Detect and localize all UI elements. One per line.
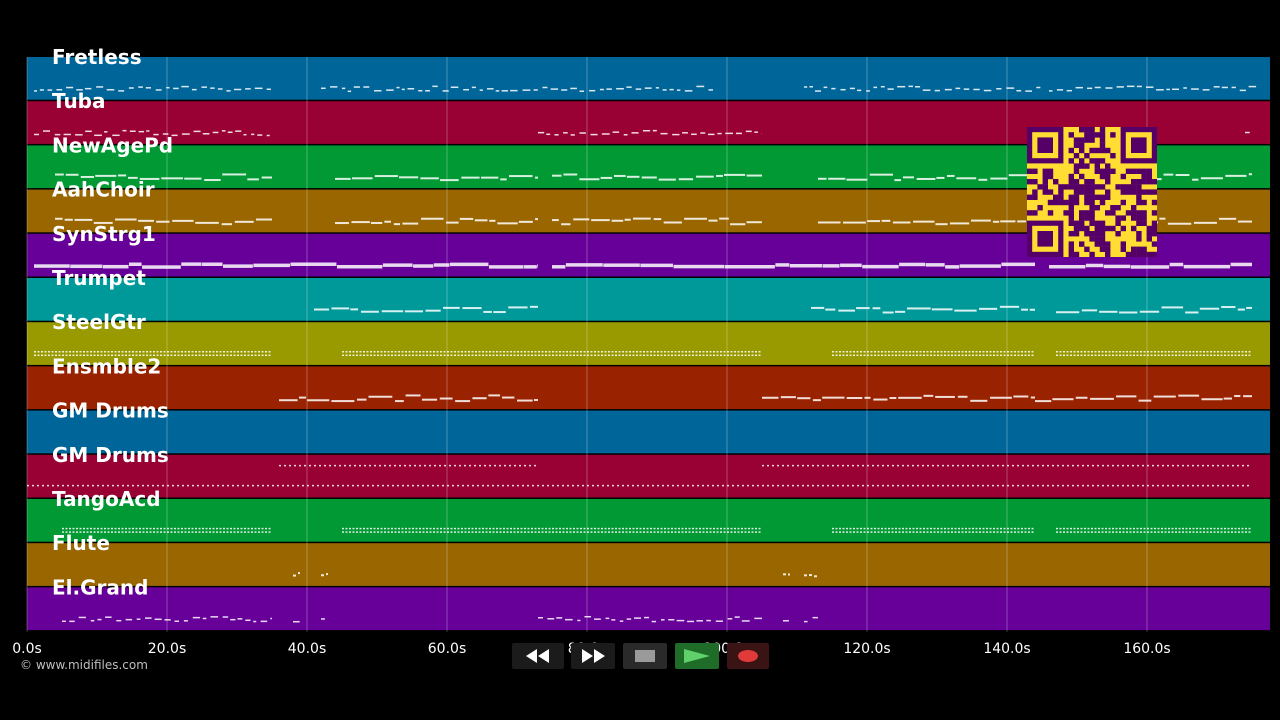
note-segment	[342, 527, 761, 533]
note-segment	[314, 305, 538, 314]
credit-text: © www.midifiles.com	[20, 658, 148, 672]
note-segment	[1056, 527, 1251, 533]
track-label: Flute	[52, 531, 110, 555]
track-lane	[27, 499, 1270, 542]
track-lane	[27, 454, 1270, 498]
track-lane	[27, 322, 1270, 365]
time-grid	[26, 57, 1148, 632]
fast-forward-icon	[582, 649, 605, 663]
rewind-button[interactable]	[512, 643, 564, 669]
note-segment	[279, 464, 536, 467]
track-lane	[27, 410, 1270, 454]
record-icon	[738, 650, 758, 662]
note-segment	[62, 616, 272, 623]
note-segment	[1056, 351, 1251, 357]
note-segment	[552, 262, 1035, 269]
play-button[interactable]	[675, 643, 719, 669]
note-segment	[335, 217, 538, 226]
note-segment	[832, 351, 1034, 357]
track-lane	[27, 278, 1270, 321]
note-segment	[321, 85, 713, 93]
note-segment	[34, 85, 271, 92]
note-segment	[342, 351, 761, 357]
note-segment	[552, 217, 762, 226]
fast-forward-button[interactable]	[571, 643, 615, 669]
note-segment	[538, 129, 762, 136]
note-segment	[818, 218, 1042, 226]
rewind-icon	[526, 649, 549, 663]
note-segment	[818, 173, 1042, 182]
note-segment	[538, 615, 762, 623]
note-segment	[762, 394, 1035, 402]
qr-code-graphic	[1027, 127, 1158, 258]
note-segment	[783, 573, 790, 576]
qr-code	[1027, 127, 1158, 258]
track-label: SteelGtr	[52, 310, 146, 334]
note-segment	[321, 573, 328, 577]
time-tick-label: 120.0s	[843, 641, 890, 657]
note-segment	[335, 175, 538, 182]
note-segment	[1056, 306, 1252, 314]
note-segment	[55, 217, 272, 226]
stop-icon	[635, 650, 655, 662]
track-lane	[27, 543, 1270, 586]
note-segment	[804, 574, 817, 578]
note-segment	[55, 173, 272, 182]
time-tick-label: 140.0s	[983, 641, 1030, 657]
track-label: TangoAcd	[52, 487, 161, 511]
track-label: Trumpet	[52, 266, 146, 290]
track-label: GM Drums	[52, 399, 169, 423]
track-label: El.Grand	[52, 575, 148, 599]
track-lane	[27, 587, 1270, 631]
note-segment	[34, 129, 270, 137]
track-label: Tuba	[52, 89, 106, 113]
note-segment	[34, 351, 271, 357]
note-segment	[293, 620, 300, 623]
note-segment	[552, 173, 762, 181]
track-label: Fretless	[52, 45, 142, 69]
note-segment	[279, 394, 538, 403]
note-segment	[832, 527, 1034, 533]
record-button[interactable]	[727, 643, 769, 669]
track-lane	[27, 366, 1270, 410]
note-segment	[27, 484, 1249, 487]
time-tick-label: 0.0s	[12, 641, 42, 657]
track-label: SynStrg1	[52, 222, 156, 246]
note-segment	[811, 305, 1035, 314]
track-label: Ensmble2	[52, 354, 161, 378]
note-segment	[804, 616, 818, 623]
track-lane	[27, 57, 1270, 100]
stop-button[interactable]	[623, 643, 667, 669]
note-segment	[783, 620, 789, 622]
time-tick-label: 40.0s	[288, 641, 326, 657]
note-segment	[1245, 131, 1250, 134]
time-tick-label: 20.0s	[148, 641, 186, 657]
note-segment	[62, 527, 271, 533]
note-segment	[1035, 394, 1252, 403]
time-tick-label: 60.0s	[428, 641, 466, 657]
note-segment	[321, 618, 325, 620]
note-segment	[804, 85, 1041, 92]
note-segment	[1049, 262, 1252, 269]
track-label: GM Drums	[52, 443, 169, 467]
play-icon	[684, 649, 710, 663]
track-label: NewAgePd	[52, 133, 173, 157]
track-label: AahChoir	[52, 178, 155, 202]
note-segment	[1049, 85, 1257, 92]
track-labels: Fretless Tuba NewAgePd AahChoir SynStrg1 Trum…	[52, 45, 173, 599]
note-segment	[34, 262, 538, 269]
time-tick-label: 160.0s	[1123, 641, 1170, 657]
note-segment	[293, 572, 300, 577]
note-segment	[762, 464, 1249, 467]
